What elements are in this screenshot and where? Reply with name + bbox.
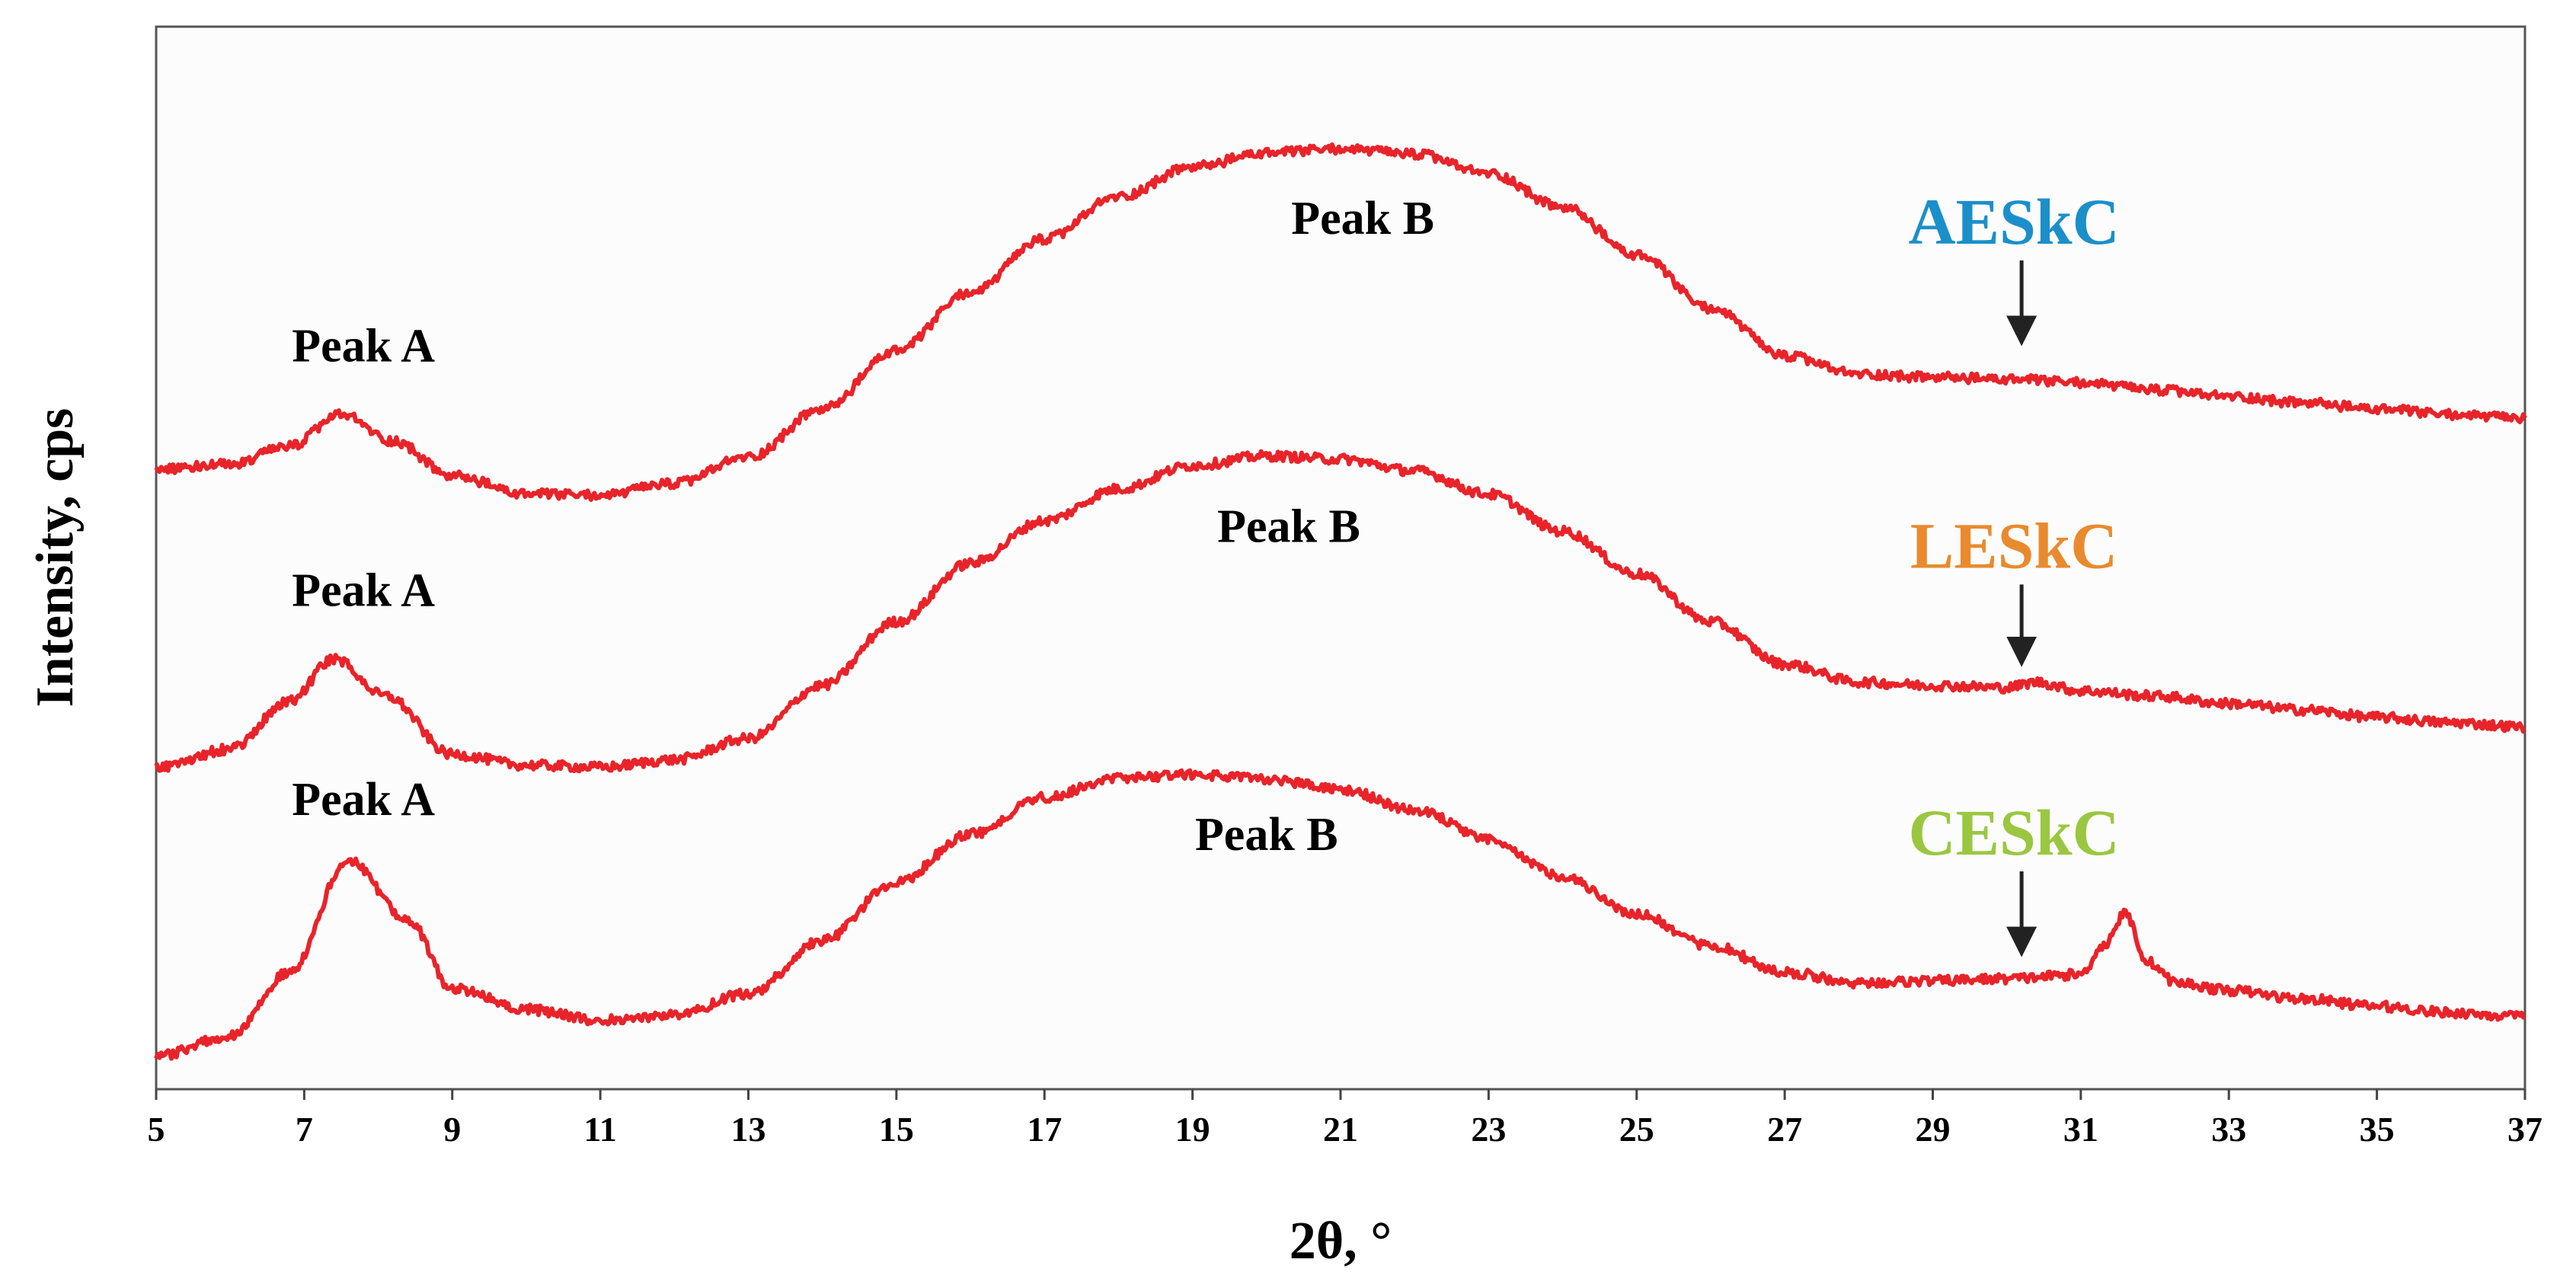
series-line-aeskc: [154, 142, 2527, 502]
x-tick-label: 35: [2360, 1110, 2395, 1149]
peak-label: Peak B: [1291, 193, 1434, 244]
sample-label-ceskc: CESkC: [1909, 796, 2120, 869]
x-tick-label: 17: [1027, 1110, 1062, 1149]
x-tick-label: 7: [296, 1110, 313, 1149]
x-tick-label: 11: [583, 1110, 616, 1149]
series-lines: [154, 142, 2527, 1061]
x-tick-label: 31: [2063, 1110, 2098, 1149]
sample-label-leskc: LESkC: [1910, 509, 2118, 582]
x-tick-label: 33: [2211, 1110, 2246, 1149]
annotations: Peak A Peak B Peak A Peak B Peak A Peak B AESk…: [292, 185, 2120, 957]
x-tick-label: 37: [2507, 1110, 2542, 1149]
peak-label: Peak A: [292, 774, 435, 826]
sample-label-aeskc: AESkC: [1909, 185, 2120, 258]
x-tick-label: 15: [879, 1110, 914, 1149]
series-line-leskc: [154, 449, 2526, 774]
peak-label: Peak B: [1217, 501, 1360, 553]
peak-label: Peak B: [1195, 809, 1338, 861]
x-tick-label: 19: [1175, 1110, 1210, 1149]
x-tick-label: 29: [1916, 1110, 1951, 1149]
x-tick-label: 23: [1471, 1110, 1506, 1149]
x-tick-label: 5: [148, 1110, 165, 1149]
peak-label: Peak A: [292, 320, 435, 372]
x-tick-label: 9: [443, 1110, 461, 1149]
x-axis-ticks: 5 7 9 11 13 15 17 19 21 23 25 27 29 31 33 35 37: [148, 1089, 2542, 1149]
x-tick-label: 27: [1767, 1110, 1802, 1149]
x-tick-label: 25: [1619, 1110, 1654, 1149]
y-axis-title: Intensity, cps: [26, 408, 85, 708]
x-tick-label: 13: [731, 1110, 766, 1149]
peak-label: Peak A: [292, 564, 435, 616]
x-axis-title: 2θ, °: [1290, 1212, 1392, 1270]
series-line-ceskc: [154, 768, 2526, 1061]
x-tick-label: 21: [1323, 1110, 1358, 1149]
plot-area: [155, 25, 2526, 1091]
